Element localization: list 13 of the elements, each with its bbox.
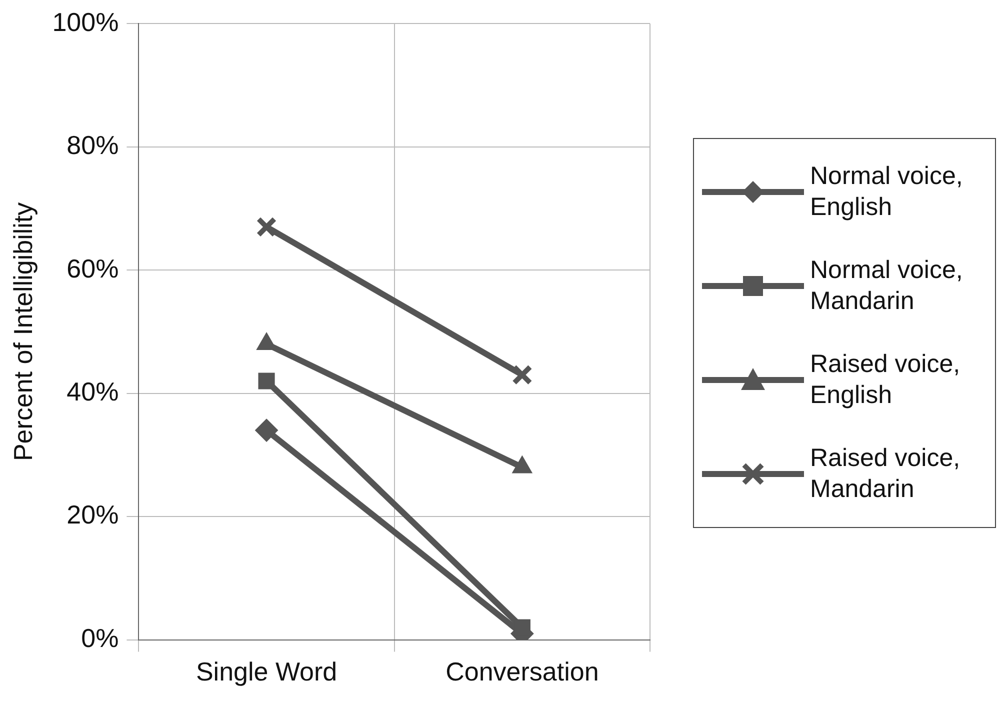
legend-label: Normal voice, Mandarin xyxy=(810,255,964,317)
y-tick-label: 80% xyxy=(66,130,119,160)
y-tick-label: 60% xyxy=(66,253,119,284)
x-tick-label: Single Word xyxy=(196,656,338,687)
y-tick-label: 20% xyxy=(66,500,119,530)
y-axis-title: Percent of Intelligibility xyxy=(8,202,38,462)
legend-label: Raised voice, Mandarin xyxy=(810,443,962,505)
y-tick-label: 0% xyxy=(81,622,119,653)
legend-label: Raised voice, English xyxy=(810,349,962,411)
x-tick-label: Conversation xyxy=(446,656,599,687)
legend-label: Normal voice, English xyxy=(810,161,964,223)
y-tick-label: 100% xyxy=(52,6,119,37)
y-tick-label: 40% xyxy=(66,376,119,406)
